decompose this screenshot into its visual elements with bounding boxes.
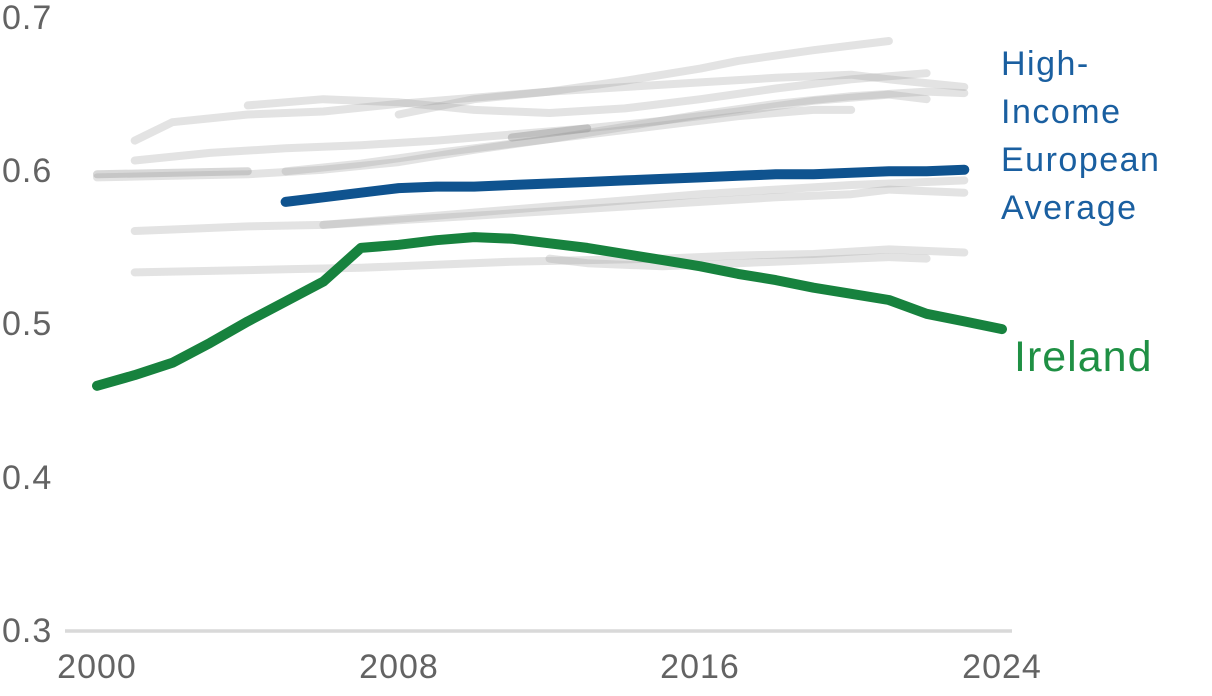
line-background-2 bbox=[130, 70, 969, 145]
x-axis-tick-label: 2024 bbox=[962, 648, 1042, 686]
x-axis-tick-label: 2000 bbox=[57, 648, 137, 686]
line-background-4 bbox=[394, 37, 893, 119]
y-axis-tick-label: 0.4 bbox=[2, 459, 53, 497]
x-axis-tick-label: 2008 bbox=[359, 648, 439, 686]
series-label-ireland: Ireland bbox=[1014, 333, 1153, 381]
line-background-8 bbox=[507, 124, 592, 142]
line-background-1 bbox=[93, 87, 969, 182]
line-background-3 bbox=[130, 90, 931, 165]
series-label-high-income-european-average: High- Income European Average bbox=[1001, 45, 1161, 227]
y-axis-tick-label: 0.5 bbox=[2, 305, 53, 343]
y-axis-tick-label: 0.6 bbox=[2, 152, 53, 190]
line-high-income-european-average bbox=[280, 164, 970, 207]
line-ireland bbox=[92, 232, 1007, 391]
line-background-5 bbox=[130, 185, 969, 235]
line-background-10 bbox=[243, 69, 931, 117]
line-background-11 bbox=[319, 176, 969, 229]
x-axis-tick-label: 2016 bbox=[660, 648, 740, 686]
line-background-9 bbox=[281, 105, 856, 176]
line-background-12 bbox=[93, 167, 252, 179]
line-background-7 bbox=[545, 253, 931, 271]
y-axis-tick-label: 0.7 bbox=[2, 0, 53, 37]
line-background-6 bbox=[130, 245, 969, 277]
y-axis-tick-label: 0.3 bbox=[2, 612, 53, 650]
